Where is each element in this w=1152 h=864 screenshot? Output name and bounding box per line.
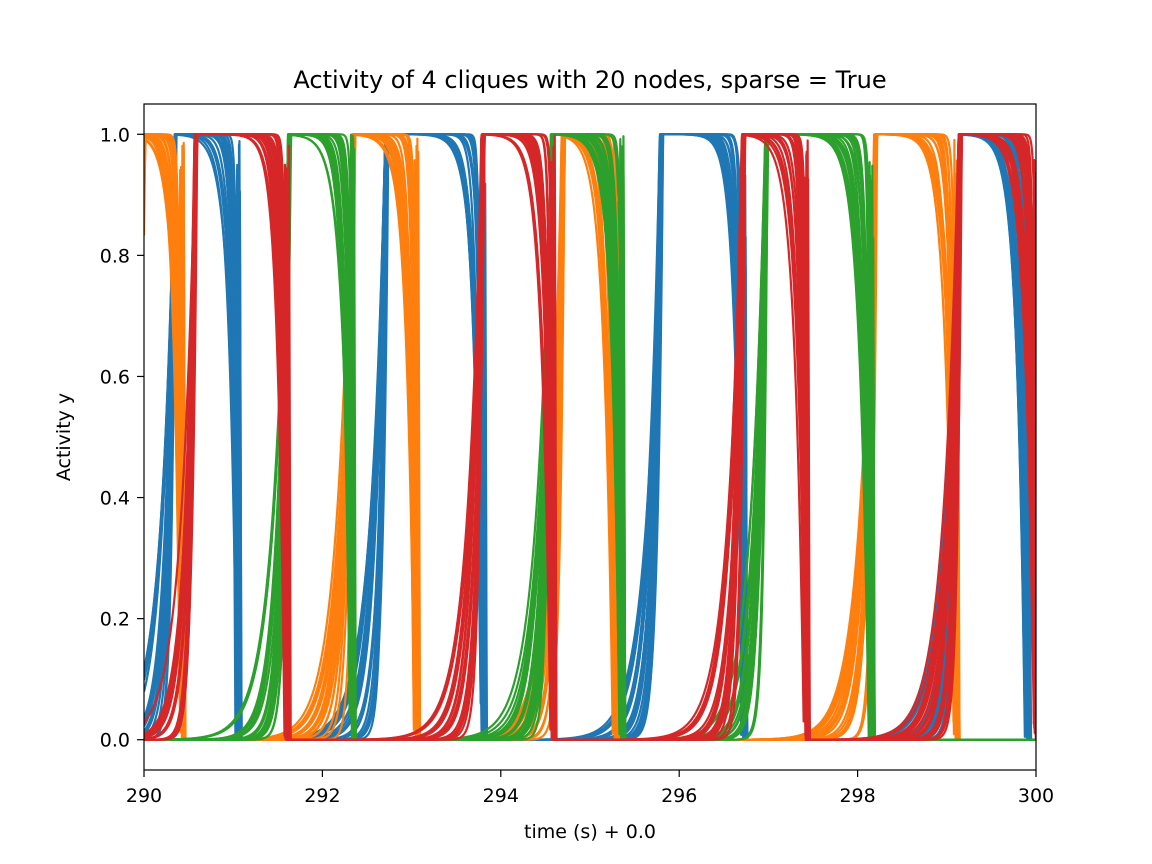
y-axis: 0.0 0.2 0.4 0.6 0.8 1.0 [100, 124, 144, 752]
y-tick-label: 1.0 [100, 124, 130, 146]
x-axis: 290 292 294 296 298 300 [126, 770, 1054, 807]
x-tick-label: 292 [304, 785, 340, 807]
y-tick-label: 0.6 [100, 366, 130, 388]
y-tick-label: 0.2 [100, 609, 130, 631]
x-tick-label: 294 [483, 785, 519, 807]
y-tick-label: 0.8 [100, 245, 130, 267]
x-tick-label: 290 [126, 785, 162, 807]
y-axis-label: Activity y [53, 393, 75, 481]
x-tick-label: 300 [1018, 785, 1054, 807]
series-4 [144, 133, 1036, 741]
chart-title: Activity of 4 cliques with 20 nodes, spa… [293, 66, 886, 94]
x-tick-label: 298 [839, 785, 875, 807]
plot-frame [143, 103, 1037, 771]
x-axis-label: time (s) + 0.0 [524, 821, 656, 843]
y-tick-label: 0.0 [100, 730, 130, 752]
x-tick-label: 296 [661, 785, 697, 807]
node-trace [144, 133, 1036, 741]
series-traces [144, 133, 1036, 741]
y-tick-label: 0.4 [100, 488, 130, 510]
